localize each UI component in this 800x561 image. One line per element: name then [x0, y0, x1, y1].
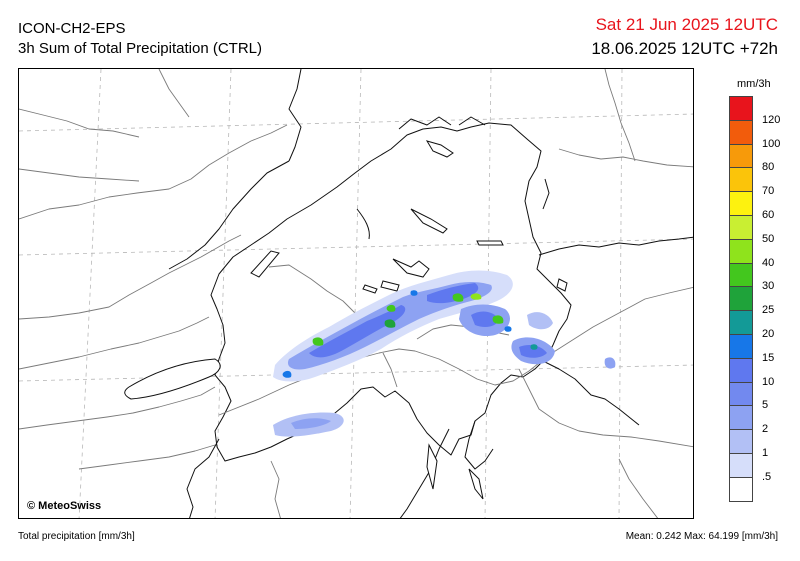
legend-tick-label: 60 — [762, 209, 775, 221]
precipitation-field — [273, 270, 616, 437]
lake-geneva — [124, 358, 221, 400]
lakes — [124, 140, 568, 500]
legend-swatch — [729, 143, 753, 168]
precipitation-map[interactable]: © MeteoSwiss — [18, 68, 694, 519]
legend-tick-label: 120 — [762, 113, 781, 126]
footer-variable: Total precipitation [mm/3h] — [18, 531, 135, 542]
legend-tick-label: 70 — [762, 185, 775, 198]
lake-small-east — [556, 278, 568, 292]
legend-tick-label: 40 — [762, 256, 775, 269]
legend-swatch — [729, 286, 753, 311]
legend-unit: mm/3h — [737, 78, 771, 90]
legend-tick-label: 15 — [762, 351, 775, 364]
legend-swatch — [729, 310, 753, 334]
product-title: 3h Sum of Total Precipitation (CTRL) — [18, 40, 262, 57]
legend-tick-label: 10 — [762, 375, 775, 388]
map-canvas — [19, 69, 693, 518]
legend-swatch — [729, 452, 753, 477]
footer-stats: Mean: 0.242 Max: 64.199 [mm/3h] — [625, 531, 778, 542]
legend-tick-label: 50 — [762, 232, 775, 245]
legend-swatch — [729, 357, 753, 382]
valid-time: Sat 21 Jun 2025 12UTC — [595, 15, 778, 34]
lake-brienz — [380, 280, 400, 292]
model-title: ICON-CH2-EPS — [18, 20, 126, 37]
lake-biel — [356, 208, 370, 240]
legend-tick-label: .5 — [762, 470, 772, 483]
legend-swatch — [729, 262, 753, 287]
lat-lon-grid — [19, 69, 693, 518]
legend-tick-label: 5 — [762, 399, 769, 412]
legend-swatch — [729, 238, 753, 263]
legend-swatch — [729, 333, 753, 358]
color-legend — [729, 96, 753, 502]
legend-swatch — [729, 214, 753, 239]
legend-tick-label: 20 — [762, 328, 775, 340]
legend-tick-label: 30 — [762, 280, 775, 293]
legend-tick-label: 100 — [762, 137, 781, 150]
legend-tick-label: 2 — [762, 423, 769, 436]
lake-constance-a — [425, 140, 454, 158]
lake-neuchatel — [250, 250, 280, 278]
legend-swatch — [729, 381, 753, 406]
lake-como — [468, 468, 484, 500]
legend-tick-label: 25 — [762, 304, 775, 317]
lake-maggiore — [426, 443, 438, 490]
legend-tick-label: 1 — [762, 447, 769, 459]
lake-lucerne — [392, 258, 430, 278]
legend-tick-label: 80 — [762, 161, 775, 174]
legend-swatch — [729, 119, 753, 144]
legend-swatch — [729, 476, 753, 502]
run-info: 18.06.2025 12UTC +72h — [591, 39, 778, 58]
legend-swatch — [729, 429, 753, 453]
legend-swatch — [729, 405, 753, 430]
legend-swatch — [729, 96, 753, 120]
country-borders — [168, 69, 693, 518]
regional-borders — [19, 69, 693, 518]
lake-zurich — [410, 208, 448, 234]
lake-walen — [476, 240, 504, 246]
lake-thun — [362, 284, 378, 294]
legend-swatch — [729, 167, 753, 192]
legend-swatch — [729, 191, 753, 215]
copyright-label: © MeteoSwiss — [27, 500, 102, 512]
